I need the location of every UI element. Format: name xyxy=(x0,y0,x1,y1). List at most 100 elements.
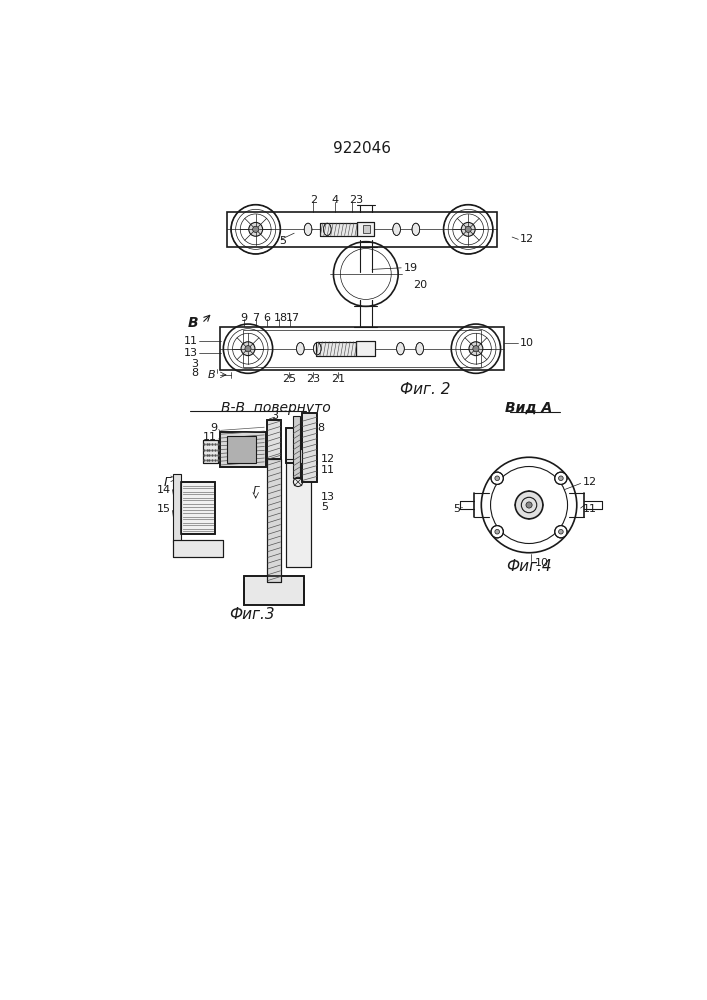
Text: 20: 20 xyxy=(414,280,428,290)
Circle shape xyxy=(465,226,472,232)
Bar xyxy=(181,482,215,534)
Text: 16: 16 xyxy=(203,445,217,455)
Circle shape xyxy=(491,472,503,484)
Circle shape xyxy=(526,502,532,508)
Text: 14: 14 xyxy=(157,485,171,495)
Circle shape xyxy=(555,526,567,538)
Bar xyxy=(286,459,311,567)
Text: 23: 23 xyxy=(349,195,363,205)
Ellipse shape xyxy=(324,223,331,235)
Text: 21: 21 xyxy=(331,374,345,384)
Bar xyxy=(227,436,257,463)
Text: 3: 3 xyxy=(191,359,198,369)
Circle shape xyxy=(469,342,483,356)
Text: Фиг.4: Фиг.4 xyxy=(506,559,552,574)
Bar xyxy=(267,459,281,582)
Text: 13: 13 xyxy=(321,492,335,502)
Text: В-В  повернуто: В-В повернуто xyxy=(221,401,331,415)
Circle shape xyxy=(559,529,563,534)
Ellipse shape xyxy=(313,343,321,355)
Bar xyxy=(363,225,370,233)
Bar xyxy=(173,540,223,557)
Bar xyxy=(227,212,497,247)
Bar xyxy=(243,330,481,367)
Circle shape xyxy=(559,476,563,481)
Bar xyxy=(173,474,181,542)
Ellipse shape xyxy=(397,343,404,355)
Text: 12: 12 xyxy=(520,234,534,244)
Bar xyxy=(316,342,356,356)
Text: Фиг. 2: Фиг. 2 xyxy=(400,382,450,397)
Text: 18: 18 xyxy=(274,313,288,323)
Bar xyxy=(267,420,281,459)
Text: 10: 10 xyxy=(520,338,534,348)
Circle shape xyxy=(241,342,255,356)
Bar xyxy=(219,327,504,370)
Text: 13: 13 xyxy=(184,348,198,358)
Text: 11: 11 xyxy=(321,465,335,475)
Text: 17: 17 xyxy=(286,313,300,323)
Circle shape xyxy=(555,472,567,484)
Bar xyxy=(267,420,281,459)
Text: 15: 15 xyxy=(157,504,171,514)
Text: 11: 11 xyxy=(184,336,198,346)
Bar xyxy=(356,341,375,356)
Text: 9: 9 xyxy=(210,423,217,433)
Text: 19: 19 xyxy=(404,263,418,273)
Text: 5: 5 xyxy=(321,502,328,512)
Bar xyxy=(293,416,300,478)
Circle shape xyxy=(245,346,251,352)
Bar xyxy=(316,342,356,356)
Text: Г: Г xyxy=(164,476,171,489)
Text: 11: 11 xyxy=(203,432,217,442)
Text: 8: 8 xyxy=(317,423,325,433)
Text: 12: 12 xyxy=(321,454,335,464)
Circle shape xyxy=(461,222,475,236)
Ellipse shape xyxy=(412,223,420,235)
Text: 8: 8 xyxy=(191,368,198,378)
Text: Вид А: Вид А xyxy=(506,401,553,415)
Bar xyxy=(296,449,302,463)
Bar xyxy=(173,540,223,557)
Bar xyxy=(203,440,218,463)
Text: 10: 10 xyxy=(535,558,549,568)
Bar xyxy=(244,576,304,605)
Text: 7: 7 xyxy=(252,313,259,323)
Text: 3: 3 xyxy=(271,411,278,421)
Bar xyxy=(181,482,215,534)
Text: 12: 12 xyxy=(583,477,597,487)
Text: В: В xyxy=(207,370,215,380)
Bar xyxy=(203,440,218,463)
Text: 25: 25 xyxy=(282,374,296,384)
Text: 922046: 922046 xyxy=(333,141,391,156)
Text: Фиг.3: Фиг.3 xyxy=(229,607,274,622)
Circle shape xyxy=(252,226,259,232)
Ellipse shape xyxy=(296,343,304,355)
Ellipse shape xyxy=(416,343,423,355)
Bar xyxy=(267,459,281,582)
Text: 6: 6 xyxy=(264,313,271,323)
Text: 11: 11 xyxy=(583,504,597,514)
Bar xyxy=(219,432,266,466)
Text: Г: Г xyxy=(252,486,259,496)
Bar xyxy=(356,222,373,236)
Bar xyxy=(302,413,317,482)
Text: 9: 9 xyxy=(240,313,247,323)
Bar xyxy=(356,341,375,356)
Circle shape xyxy=(249,222,262,236)
Text: 5: 5 xyxy=(279,236,286,246)
Bar xyxy=(286,428,302,463)
Text: 4: 4 xyxy=(332,195,339,205)
Ellipse shape xyxy=(304,223,312,235)
Text: 23: 23 xyxy=(306,374,320,384)
Ellipse shape xyxy=(393,223,400,235)
Circle shape xyxy=(515,491,543,519)
Bar xyxy=(219,432,266,466)
Bar xyxy=(244,576,304,605)
Circle shape xyxy=(495,476,500,481)
Circle shape xyxy=(473,346,479,352)
Circle shape xyxy=(495,529,500,534)
Circle shape xyxy=(491,526,503,538)
Bar xyxy=(320,223,356,235)
Bar xyxy=(286,428,302,463)
